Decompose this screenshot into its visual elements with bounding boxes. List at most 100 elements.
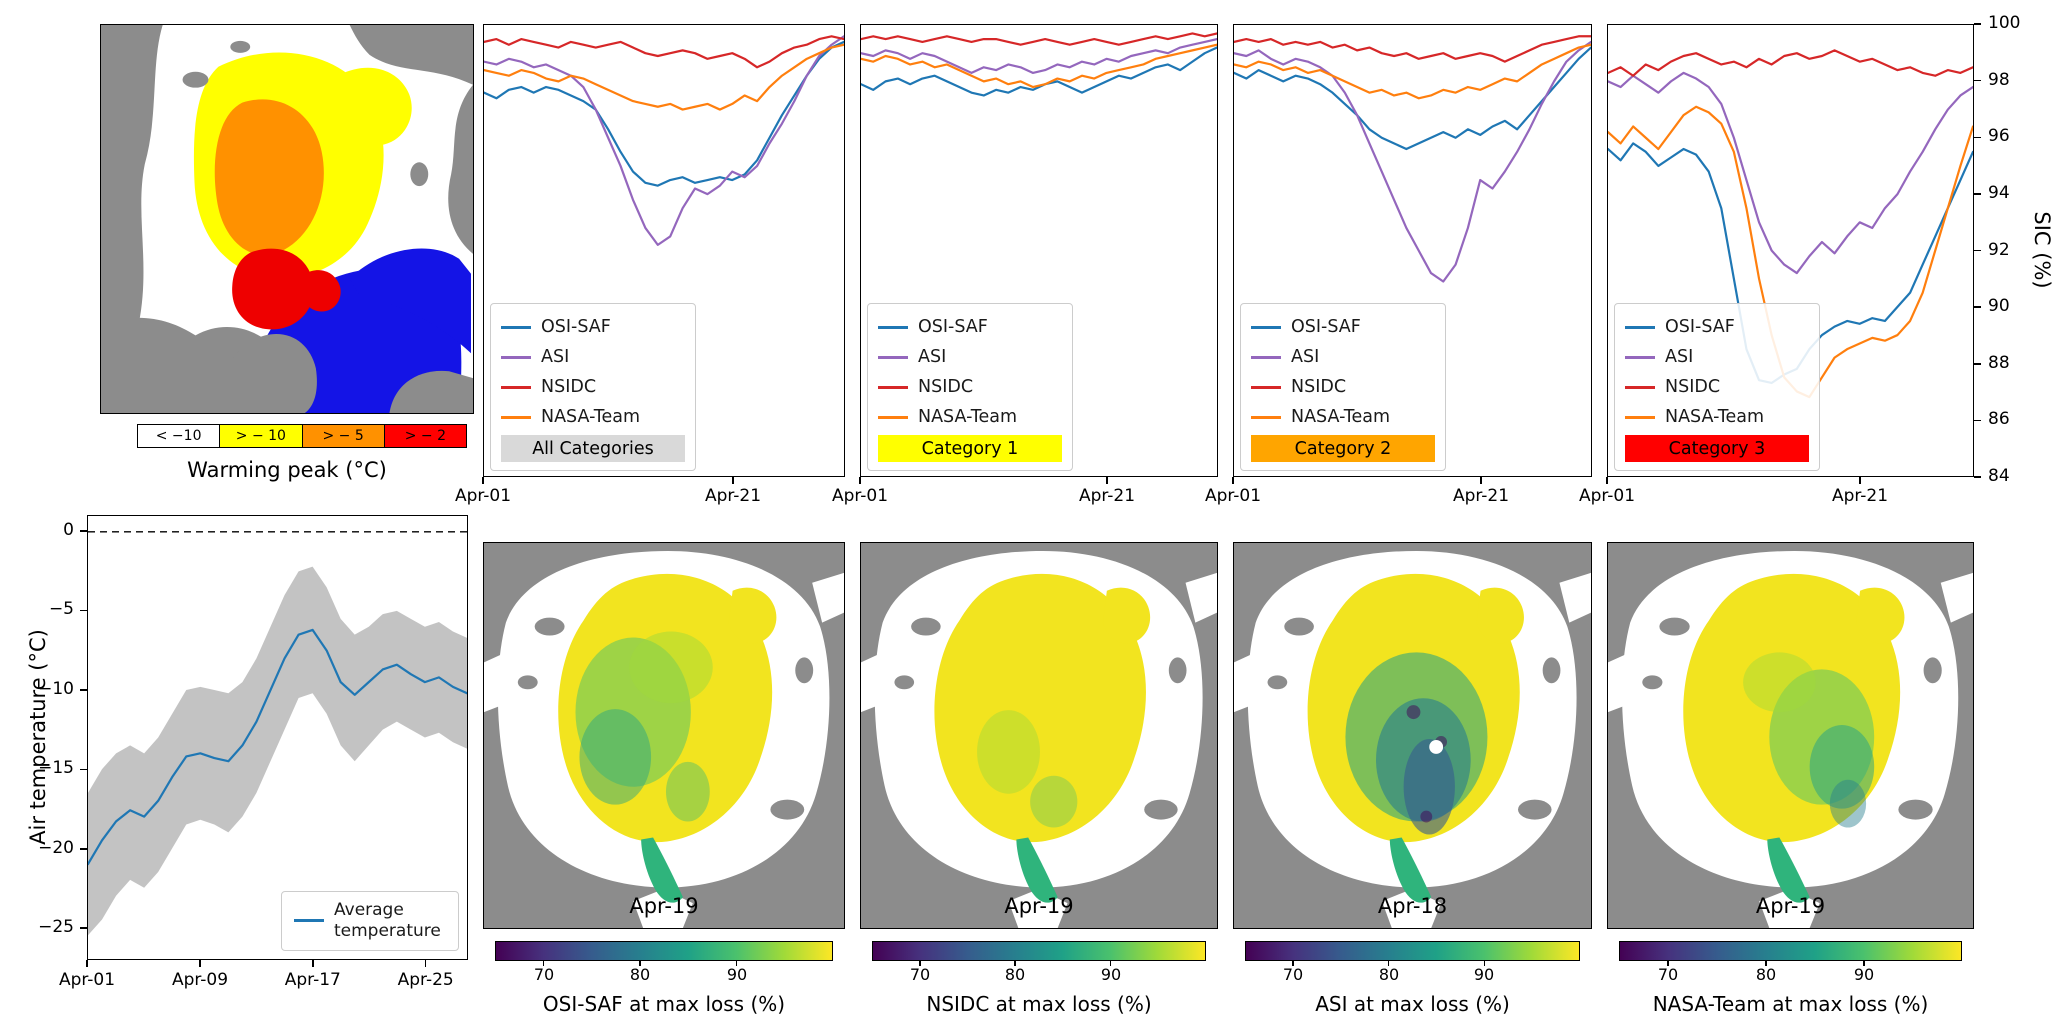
legend-label-nasa-team: NASA-Team	[1665, 407, 1765, 427]
y-tick-label: 92	[1988, 240, 2010, 260]
x-tick-label: Apr-17	[284, 970, 341, 990]
air-temperature-chart	[88, 531, 467, 936]
map-panel-nsidc: Apr-19	[860, 542, 1218, 929]
warming-peak-map-graphic	[101, 25, 473, 413]
colorbar-tick	[919, 961, 921, 966]
legend-row: ASI	[501, 342, 685, 372]
y-tick-label: 0	[63, 520, 74, 540]
y-tick-label: 90	[1988, 296, 2010, 316]
air-temperature-panel: Average temperature	[87, 515, 468, 960]
y-tick-label: 88	[1988, 353, 2010, 373]
colorbar-tick-label: 70	[533, 965, 555, 984]
x-tick	[1232, 477, 1234, 484]
legend-label-nasa-team: NASA-Team	[918, 407, 1018, 427]
x-tick	[424, 960, 427, 967]
colorbar-caption-osi-saf: OSI-SAF at max loss (%)	[542, 992, 786, 1016]
warming-legend-segment-gt10: > − 10	[219, 425, 302, 447]
colorbar-nasa-team	[1619, 941, 1962, 961]
colorbar-caption-nasa-team: NASA-Team at max loss (%)	[1652, 992, 1929, 1016]
y-tick-label: −15	[38, 758, 74, 778]
map-date-label: Apr-18	[1377, 894, 1448, 918]
map-panel-osi-saf: Apr-19	[483, 542, 845, 929]
colorbar-asi	[1245, 941, 1580, 961]
sic-axis-title: SIC (%)	[2030, 211, 2054, 289]
legend-label-osi-saf: OSI-SAF	[541, 317, 611, 337]
warming-colorbar: < −10 > − 10 > − 5 > − 2	[137, 424, 467, 448]
x-tick	[859, 477, 861, 484]
map-date-label: Apr-19	[629, 894, 699, 918]
sic-chart-all-categories	[484, 35, 844, 246]
x-tick-label: Apr-21	[1078, 486, 1136, 506]
y-tick	[1974, 136, 1981, 138]
warming-legend-segment-gt2: > − 2	[383, 425, 466, 447]
warming-map-caption: Warming peak (°C)	[187, 458, 387, 482]
legend-label-nsidc: NSIDC	[541, 377, 597, 397]
sic-panel-category-2: OSI-SAF ASI NSIDC NASA-Team Category 2	[1233, 24, 1592, 477]
x-tick	[86, 960, 88, 967]
colorbar-tick-label: 90	[1473, 965, 1495, 984]
legend-row: NASA-Team	[878, 402, 1062, 432]
x-tick-label: Apr-21	[704, 486, 762, 506]
map-date-label: Apr-19	[1004, 894, 1074, 918]
map-panel-nasa-team: Apr-19	[1607, 542, 1974, 929]
legend-line-osi-saf-icon	[1625, 325, 1655, 329]
colorbar-tick-label: 90	[1100, 965, 1122, 984]
sic-panel-all-categories: OSI-SAF ASI NSIDC NASA-Team All Categori…	[483, 24, 845, 477]
y-tick-label: −25	[38, 917, 74, 937]
y-tick-label: 96	[1988, 126, 2010, 146]
colorbar-tick	[1667, 961, 1669, 966]
x-tick	[1606, 477, 1608, 484]
legend-line-nsidc-icon	[1251, 385, 1281, 389]
legend-label-average-temperature: Average temperature	[334, 899, 441, 941]
colorbar-tick-label: 70	[909, 965, 931, 984]
colorbar-tick-label: 70	[1657, 965, 1679, 984]
y-tick	[1974, 193, 1981, 195]
legend-label-nsidc: NSIDC	[918, 377, 974, 397]
x-tick-label: Apr-25	[397, 970, 454, 990]
colorbar-tick-label: 80	[1755, 965, 1777, 984]
sic-legend-category-1: OSI-SAF ASI NSIDC NASA-Team Category 1	[867, 303, 1073, 471]
y-tick	[80, 689, 87, 691]
y-tick-label: 98	[1988, 70, 2010, 90]
map-nasa-team-graphic	[1608, 543, 1973, 928]
legend-row: ASI	[1625, 342, 1809, 372]
x-tick	[199, 960, 201, 967]
x-tick-label: Apr-01	[1578, 486, 1636, 506]
y-tick	[1974, 79, 1981, 82]
legend-row: NASA-Team	[1625, 402, 1809, 432]
legend-row: NSIDC	[1251, 372, 1435, 402]
legend-line-average-temperature-icon	[294, 919, 324, 923]
map-osi-saf-graphic	[484, 543, 844, 928]
legend-label-nsidc: NSIDC	[1291, 377, 1347, 397]
y-tick	[1974, 363, 1981, 365]
legend-line-nasa-team-icon	[501, 415, 531, 419]
legend-line-osi-saf-icon	[878, 325, 908, 329]
legend-label-asi: ASI	[918, 347, 947, 367]
y-tick	[1974, 419, 1981, 422]
colorbar-tick-label: 90	[1853, 965, 1875, 984]
legend-label-nasa-team: NASA-Team	[541, 407, 641, 427]
legend-line-asi-icon	[501, 355, 531, 359]
y-tick-label: −10	[38, 679, 74, 699]
temperature-axis-title: Air temperature (°C)	[26, 629, 50, 845]
colorbar-tick	[1863, 961, 1865, 966]
colorbar-tick-label: 80	[1004, 965, 1026, 984]
y-tick-label: −20	[38, 838, 74, 858]
legend-line-nasa-team-icon	[1251, 415, 1281, 419]
colorbar-tick	[542, 961, 544, 966]
legend-line-osi-saf-icon	[501, 325, 531, 329]
y-tick	[1974, 476, 1981, 478]
legend-row: ASI	[878, 342, 1062, 372]
colorbar-tick-label: 80	[629, 965, 651, 984]
map-date-label: Apr-19	[1755, 894, 1826, 918]
y-tick	[80, 609, 87, 612]
colorbar-tick	[1483, 961, 1486, 966]
x-tick	[1859, 477, 1861, 484]
colorbar-tick	[1109, 961, 1112, 966]
legend-label-asi: ASI	[1291, 347, 1320, 367]
sic-panel-category-3: OSI-SAF ASI NSIDC NASA-Team Category 3	[1607, 24, 1974, 477]
legend-line-osi-saf-icon	[1251, 325, 1281, 329]
x-tick	[1480, 477, 1482, 484]
legend-line-nsidc-icon	[501, 385, 531, 389]
y-tick-label: 94	[1988, 183, 2010, 203]
